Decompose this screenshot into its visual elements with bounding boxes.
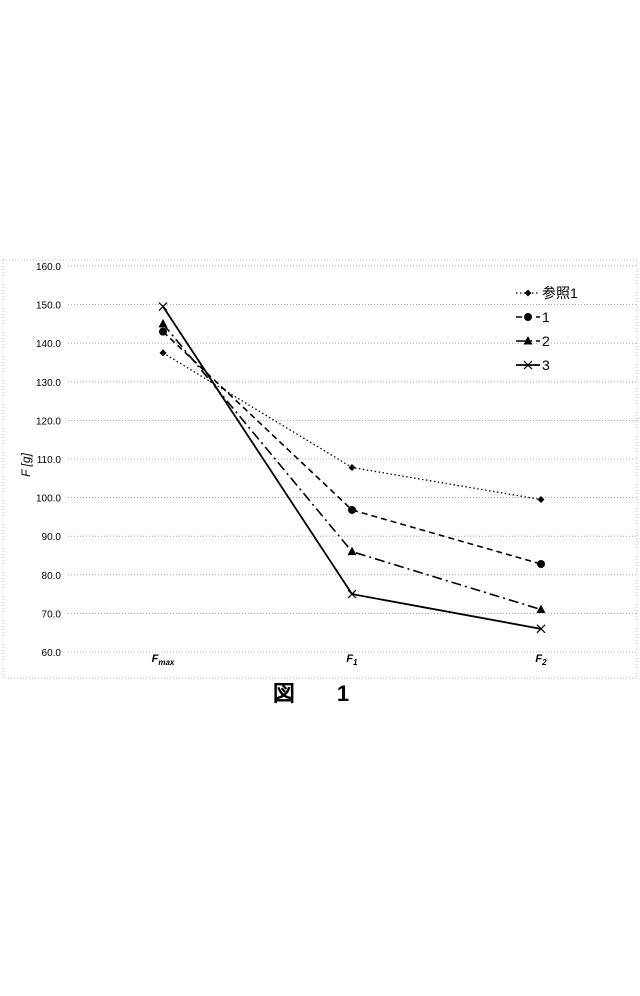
data-point-marker: [348, 506, 356, 514]
y-tick-label: 120.0: [36, 416, 61, 427]
x-tick-label: F1: [346, 653, 358, 667]
legend-label: 3: [542, 357, 550, 373]
y-tick-label: 110.0: [37, 455, 62, 466]
series-0: [160, 349, 545, 503]
figure-caption: 図 1: [0, 676, 640, 708]
y-tick-label: 90.0: [42, 532, 62, 543]
data-point-marker: [160, 349, 167, 356]
series-layer: [159, 303, 546, 633]
y-tick-label: 70.0: [42, 609, 62, 620]
series-line: [163, 353, 541, 500]
legend-entry: 2: [516, 333, 550, 349]
legend-entry: 1: [516, 309, 550, 325]
y-tick-label: 100.0: [36, 494, 61, 505]
legend-entry: 3: [516, 357, 550, 373]
x-tick-label: Fmax: [152, 653, 175, 667]
data-point-marker: [159, 303, 167, 311]
data-point-marker: [538, 496, 545, 503]
series-1: [159, 328, 545, 568]
x-axis-ticks: Fmax F1 F2: [152, 653, 548, 667]
y-tick-label: 160.0: [36, 262, 61, 273]
legend: 参照1 1 2 3: [516, 285, 578, 373]
data-point-marker: [348, 547, 357, 556]
y-tick-label: 140.0: [36, 339, 61, 350]
legend-label: 2: [542, 333, 550, 349]
legend-marker: [525, 290, 532, 297]
y-tick-label: 150.0: [36, 301, 61, 312]
data-point-marker: [159, 319, 168, 328]
y-axis-ticks: 60.0 70.0 80.0 90.0 100.0 110.0 120.0 130.0 140.…: [36, 262, 61, 659]
legend-label: 参照1: [542, 285, 578, 301]
y-tick-label: 60.0: [42, 648, 62, 659]
series-line: [163, 332, 541, 564]
x-tick-label: F2: [535, 653, 547, 667]
legend-marker: [524, 313, 532, 321]
y-tick-label: 80.0: [42, 571, 62, 582]
legend-entry: 参照1: [516, 285, 578, 301]
y-axis-label: F [g]: [19, 452, 33, 476]
data-point-marker: [537, 560, 545, 568]
legend-label: 1: [542, 309, 550, 325]
data-point-marker: [537, 605, 546, 614]
data-point-marker: [159, 328, 167, 336]
y-tick-label: 130.0: [36, 378, 61, 389]
data-point-marker: [349, 464, 356, 471]
